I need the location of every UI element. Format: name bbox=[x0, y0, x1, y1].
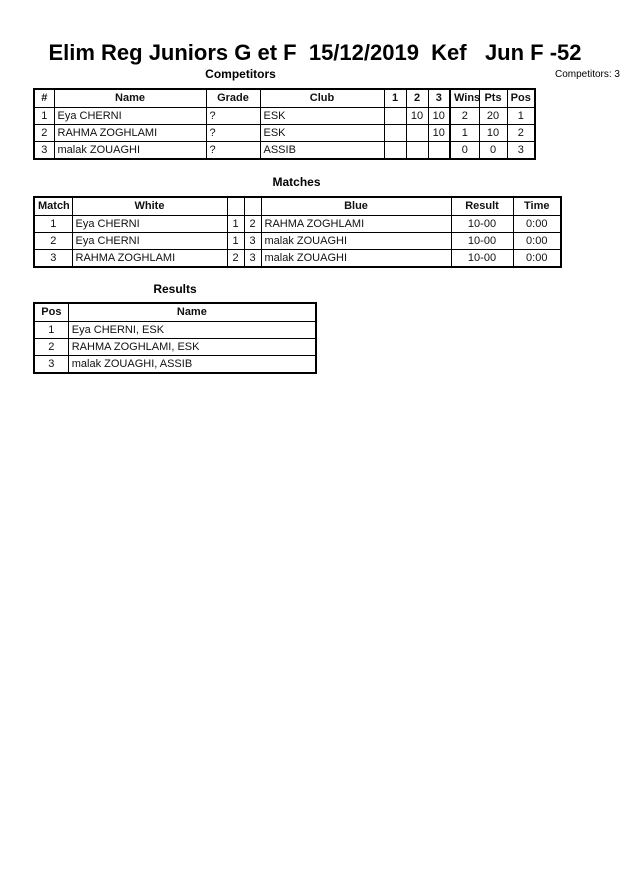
matches-section-heading: Matches bbox=[272, 175, 321, 189]
col-header-opponent-3: 3 bbox=[427, 88, 451, 108]
cell-blue-number: 3 bbox=[243, 249, 262, 268]
cell-blue-name: RAHMA ZOGHLAMI bbox=[260, 215, 452, 233]
cell-white-name: Eya CHERNI bbox=[71, 232, 228, 250]
col-header-white-number bbox=[226, 196, 245, 216]
cell-pts: 10 bbox=[478, 124, 508, 142]
table-row: 1 Eya CHERNI 1 2 RAHMA ZOGHLAMI 10-00 0:… bbox=[33, 215, 562, 233]
col-header-name: Name bbox=[53, 88, 207, 108]
table-row: 2 RAHMA ZOGHLAMI, ESK bbox=[33, 338, 317, 356]
cell-result: 10-00 bbox=[450, 232, 514, 250]
cell-pts: 20 bbox=[478, 107, 508, 125]
cell-club: ASSIB bbox=[259, 141, 385, 160]
cell-grade: ? bbox=[205, 124, 261, 142]
cell-opponent-3 bbox=[427, 141, 451, 160]
cell-opponent-2 bbox=[405, 124, 429, 142]
cell-competitor-name: malak ZOUAGHI, ASSIB bbox=[67, 355, 317, 374]
cell-opponent-3: 10 bbox=[427, 107, 451, 125]
col-header-number: # bbox=[33, 88, 55, 108]
col-header-grade: Grade bbox=[205, 88, 261, 108]
cell-opponent-2 bbox=[405, 141, 429, 160]
results-table-header-row: Pos Name bbox=[33, 302, 317, 322]
results-section-heading: Results bbox=[153, 282, 197, 296]
col-header-opponent-2: 2 bbox=[405, 88, 429, 108]
cell-time: 0:00 bbox=[512, 249, 562, 268]
col-header-match: Match bbox=[33, 196, 73, 216]
cell-opponent-1 bbox=[383, 124, 407, 142]
cell-competitor-name: Eya CHERNI, ESK bbox=[67, 321, 317, 339]
cell-pos: 2 bbox=[506, 124, 536, 142]
competitors-section-heading: Competitors bbox=[205, 67, 276, 81]
col-header-white: White bbox=[71, 196, 228, 216]
cell-grade: ? bbox=[205, 107, 261, 125]
table-row: 1 Eya CHERNI, ESK bbox=[33, 321, 317, 339]
cell-pts: 0 bbox=[478, 141, 508, 160]
col-header-result: Result bbox=[450, 196, 514, 216]
col-header-name: Name bbox=[67, 302, 317, 322]
cell-pos: 1 bbox=[506, 107, 536, 125]
cell-match-number: 3 bbox=[33, 249, 73, 268]
cell-match-number: 1 bbox=[33, 215, 73, 233]
cell-pos: 3 bbox=[506, 141, 536, 160]
col-header-pts: Pts bbox=[478, 88, 508, 108]
competitors-table: # Name Grade Club 1 2 3 Wins Pts Pos 1 E… bbox=[33, 88, 536, 160]
cell-opponent-2: 10 bbox=[405, 107, 429, 125]
cell-blue-number: 2 bbox=[243, 215, 262, 233]
matches-table: Match White Blue Result Time 1 Eya CHERN… bbox=[33, 196, 562, 268]
competitors-count-label: Competitors: 3 bbox=[554, 69, 620, 80]
cell-result: 10-00 bbox=[450, 215, 514, 233]
cell-result: 10-00 bbox=[450, 249, 514, 268]
cell-club: ESK bbox=[259, 124, 385, 142]
col-header-time: Time bbox=[512, 196, 562, 216]
col-header-blue-number bbox=[243, 196, 262, 216]
cell-wins: 2 bbox=[449, 107, 480, 125]
cell-wins: 1 bbox=[449, 124, 480, 142]
cell-wins: 0 bbox=[449, 141, 480, 160]
col-header-club: Club bbox=[259, 88, 385, 108]
cell-opponent-3: 10 bbox=[427, 124, 451, 142]
cell-opponent-1 bbox=[383, 141, 407, 160]
table-row: 3 malak ZOUAGHI ? ASSIB 0 0 3 bbox=[33, 141, 536, 160]
cell-position: 3 bbox=[33, 355, 69, 374]
cell-grade: ? bbox=[205, 141, 261, 160]
cell-name: Eya CHERNI bbox=[53, 107, 207, 125]
matches-table-header-row: Match White Blue Result Time bbox=[33, 196, 562, 216]
cell-white-number: 1 bbox=[226, 215, 245, 233]
cell-blue-number: 3 bbox=[243, 232, 262, 250]
cell-club: ESK bbox=[259, 107, 385, 125]
cell-time: 0:00 bbox=[512, 232, 562, 250]
cell-white-name: Eya CHERNI bbox=[71, 215, 228, 233]
cell-position: 1 bbox=[33, 321, 69, 339]
col-header-pos: Pos bbox=[33, 302, 69, 322]
cell-opponent-1 bbox=[383, 107, 407, 125]
table-row: 2 Eya CHERNI 1 3 malak ZOUAGHI 10-00 0:0… bbox=[33, 232, 562, 250]
table-row: 3 RAHMA ZOGHLAMI 2 3 malak ZOUAGHI 10-00… bbox=[33, 249, 562, 268]
cell-white-name: RAHMA ZOGHLAMI bbox=[71, 249, 228, 268]
cell-position: 2 bbox=[33, 338, 69, 356]
table-row: 1 Eya CHERNI ? ESK 10 10 2 20 1 bbox=[33, 107, 536, 125]
col-header-opponent-1: 1 bbox=[383, 88, 407, 108]
table-row: 2 RAHMA ZOGHLAMI ? ESK 10 1 10 2 bbox=[33, 124, 536, 142]
page-title-text: Elim Reg Juniors G et F 15/12/2019 Kef J… bbox=[48, 40, 582, 65]
cell-number: 2 bbox=[33, 124, 55, 142]
cell-number: 3 bbox=[33, 141, 55, 160]
cell-name: RAHMA ZOGHLAMI bbox=[53, 124, 207, 142]
cell-match-number: 2 bbox=[33, 232, 73, 250]
cell-time: 0:00 bbox=[512, 215, 562, 233]
competitors-table-header-row: # Name Grade Club 1 2 3 Wins Pts Pos bbox=[33, 88, 536, 108]
col-header-blue: Blue bbox=[260, 196, 452, 216]
table-row: 3 malak ZOUAGHI, ASSIB bbox=[33, 355, 317, 374]
col-header-pos: Pos bbox=[506, 88, 536, 108]
col-header-wins: Wins bbox=[449, 88, 480, 108]
cell-white-number: 1 bbox=[226, 232, 245, 250]
cell-name: malak ZOUAGHI bbox=[53, 141, 207, 160]
cell-blue-name: malak ZOUAGHI bbox=[260, 232, 452, 250]
results-table: Pos Name 1 Eya CHERNI, ESK 2 RAHMA ZOGHL… bbox=[33, 302, 317, 374]
cell-number: 1 bbox=[33, 107, 55, 125]
cell-blue-name: malak ZOUAGHI bbox=[260, 249, 452, 268]
page-title: Elim Reg Juniors G et F 15/12/2019 Kef J… bbox=[0, 40, 630, 66]
cell-white-number: 2 bbox=[226, 249, 245, 268]
cell-competitor-name: RAHMA ZOGHLAMI, ESK bbox=[67, 338, 317, 356]
